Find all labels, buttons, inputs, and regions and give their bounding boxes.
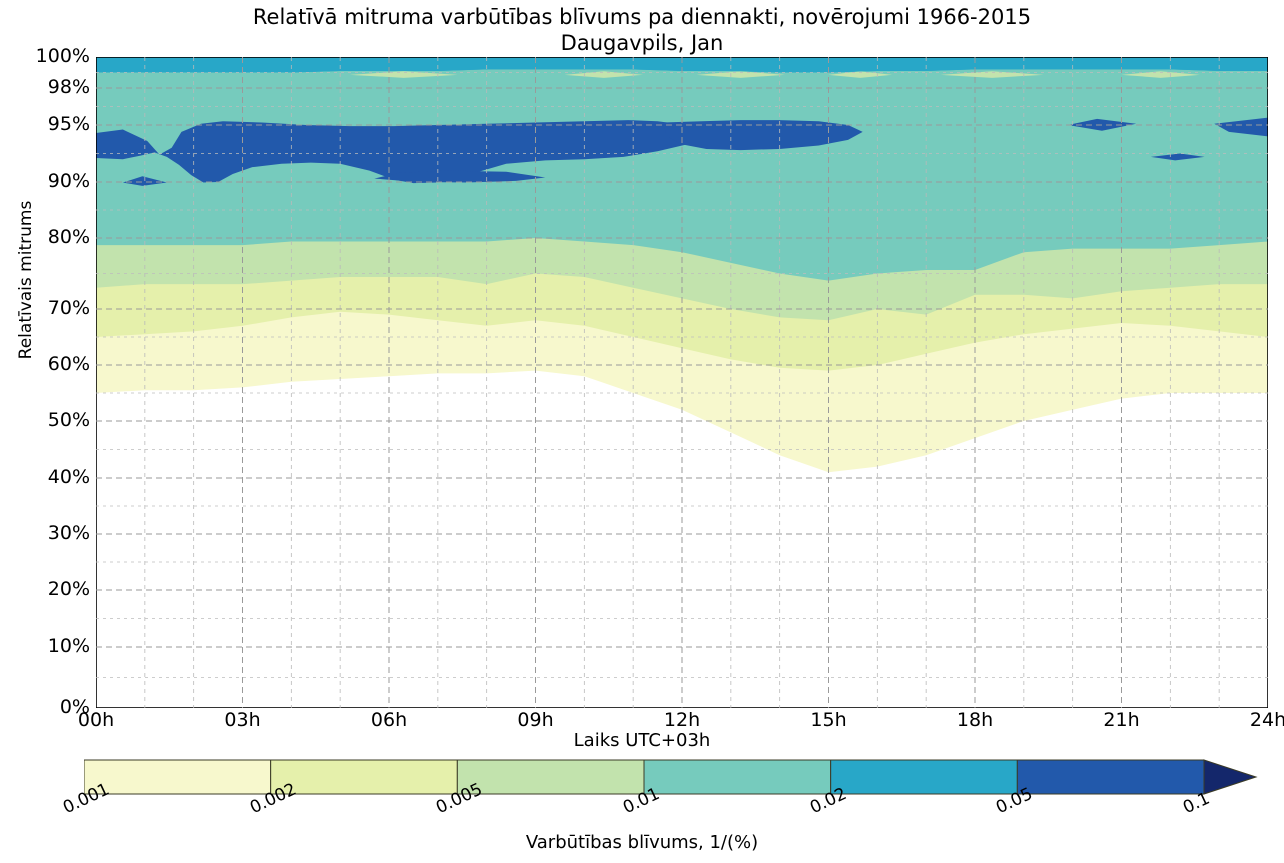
y-tick-30: 30% [47, 522, 90, 544]
colorbar-tick-0.005: 0.005 [433, 779, 486, 819]
chart-title-block: Relatīvā mitruma varbūtības blīvums pa d… [0, 4, 1284, 56]
y-axis-ticks: 0% 10% 20% 30% 40% 50% 60% 70% 80% 90% 95% 98% 100% [0, 0, 90, 720]
x-tick-12h: 12h [663, 709, 701, 731]
y-tick-60: 60% [47, 353, 90, 375]
colorbar-band-0.01 [643, 759, 832, 795]
chart-subtitle: Daugavpils, Jan [560, 31, 724, 55]
y-tick-95: 95% [47, 113, 90, 135]
colorbar-tick-0.02: 0.02 [806, 783, 850, 819]
x-tick-21h: 21h [1103, 709, 1140, 731]
y-tick-10: 10% [47, 635, 90, 657]
y-tick-0: 0% [59, 696, 90, 718]
fleck-2 [696, 71, 785, 78]
colorbar-extend-arrow [1203, 759, 1258, 795]
x-tick-03h: 03h [224, 709, 261, 731]
fleck-5 [1121, 71, 1200, 78]
fleck-3 [828, 71, 892, 78]
colorbar[interactable] [84, 758, 1264, 802]
blue-patch-4 [1150, 153, 1205, 161]
x-tick-24h: 24h [1249, 709, 1284, 731]
colorbar-band-0.05 [1016, 759, 1205, 795]
x-tick-09h: 09h [517, 709, 554, 731]
blue-patch-6 [374, 170, 546, 183]
fleck-4 [940, 71, 1044, 78]
y-tick-98: 98% [47, 76, 90, 98]
blue-patch-1 [662, 120, 863, 151]
y-tick-70: 70% [47, 297, 90, 319]
blue-patch-2 [122, 176, 167, 186]
colorbar-bands [84, 759, 1258, 795]
colorbar-tick-0.01: 0.01 [620, 783, 663, 819]
x-axis-ticks: 00h 03h 06h 09h 12h 15h 18h 21h 24h [77, 709, 1284, 731]
colorbar-band-0.001 [84, 759, 272, 795]
colorbar-band-0.005 [456, 759, 645, 795]
colorbar-tick-0.001: 0.001 [60, 779, 113, 819]
y-tick-50: 50% [47, 409, 90, 431]
y-tick-20: 20% [47, 578, 90, 600]
x-tick-00h: 00h [77, 709, 115, 731]
colorbar-band-0.002 [270, 759, 458, 795]
fleck-0 [349, 71, 458, 78]
plot-area[interactable] [96, 57, 1268, 708]
y-tick-100: 100% [35, 45, 90, 67]
blue-patch-5 [1214, 117, 1268, 137]
y-tick-80: 80% [47, 226, 90, 248]
x-axis-label: Laiks UTC+03h [573, 730, 711, 751]
blue-patch-0 [96, 120, 707, 184]
colorbar-tick-0.002: 0.002 [246, 779, 300, 819]
x-tick-06h: 06h [370, 709, 408, 731]
x-tick-15h: 15h [810, 709, 847, 731]
gridlines [96, 57, 1268, 708]
x-tick-18h: 18h [956, 709, 994, 731]
colorbar-tick-0.05: 0.05 [993, 783, 1037, 819]
chart-title: Relatīvā mitruma varbūtības blīvums pa d… [252, 5, 1032, 29]
y-tick-40: 40% [47, 466, 90, 488]
y-tick-90: 90% [47, 170, 90, 192]
colorbar-label: Varbūtības blīvums, 1/(%) [525, 832, 759, 853]
colorbar-tick-0.1: 0.1 [1180, 788, 1213, 819]
